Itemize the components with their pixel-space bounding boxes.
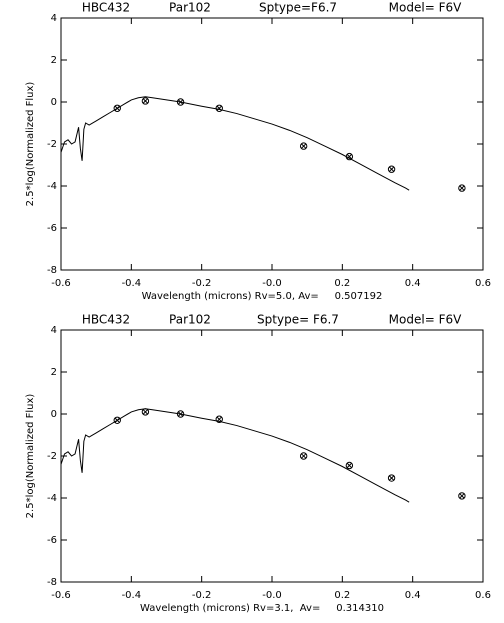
point-cross (301, 453, 307, 459)
y-tick-label: -8 (47, 265, 57, 276)
point-circle (176, 410, 185, 418)
photometry-point (345, 152, 354, 161)
x-tick-label: 0.6 (475, 278, 491, 289)
photometry-point (215, 415, 223, 423)
photometry-point (299, 452, 308, 460)
point-cross (142, 409, 148, 415)
x-tick-label: 0.6 (475, 590, 491, 601)
point-circle (215, 415, 223, 423)
point-circle (215, 104, 223, 113)
photometry-point (458, 184, 466, 192)
photometry-point (299, 142, 308, 150)
point-circle (176, 98, 185, 106)
y-tick-label: -4 (47, 493, 57, 504)
photometry-point (113, 104, 121, 113)
y-tick-label: 0 (51, 409, 57, 420)
spectrum-line (60, 96, 410, 191)
point-cross (178, 99, 184, 105)
point-cross (459, 185, 465, 191)
x-tick-label: -0.0 (262, 590, 282, 601)
point-cross (142, 98, 148, 104)
point-cross (459, 493, 465, 499)
x-tick-label: -0.4 (122, 590, 142, 601)
title-part: Sptype=F6.7 (259, 1, 337, 15)
x-tick-label: -0.4 (122, 278, 142, 289)
y-tick-label: -2 (47, 451, 57, 462)
title-part: Sptype= F6.7 (257, 313, 339, 327)
title-part: HBC432 (82, 313, 130, 327)
photometry-point (215, 104, 223, 113)
photometry-point (113, 416, 121, 424)
title-part: HBC432 (82, 1, 130, 15)
x-tick-label: 0.4 (405, 590, 421, 601)
point-cross (346, 154, 352, 160)
y-axis-label: 2.5*log(Normalized Flux) (25, 82, 36, 207)
plot-frame (60, 329, 484, 583)
x-tick-label: -0.2 (192, 278, 212, 289)
x-axis-label: Wavelength (microns) Rv=3.1, Av= 0.31431… (140, 603, 384, 614)
y-tick-label: 4 (51, 325, 57, 336)
point-cross (216, 416, 222, 422)
y-axis-label: 2.5*log(Normalized Flux) (25, 394, 36, 519)
x-tick-label: -0.6 (51, 278, 71, 289)
point-cross (114, 417, 120, 423)
point-circle (387, 474, 396, 482)
photometry-point (176, 410, 185, 418)
title-part: Model= F6V (389, 313, 462, 327)
y-tick-label: 2 (51, 55, 57, 66)
plot-frame (60, 17, 484, 271)
title-part: Par102 (169, 313, 211, 327)
panel: HBC432 Par102 Sptype=F6.7 Model= F6V -0.6 -0.… (25, 1, 491, 303)
photometry-point (387, 165, 396, 173)
y-tick-label: -6 (47, 535, 57, 546)
point-circle (345, 461, 354, 470)
point-cross (178, 411, 184, 417)
point-circle (458, 184, 466, 192)
photometry-point (141, 408, 150, 416)
title-part: Model= F6V (389, 1, 462, 15)
x-tick-label: -0.2 (192, 590, 212, 601)
point-cross (389, 475, 395, 481)
y-tick-label: 0 (51, 97, 57, 108)
point-circle (299, 452, 308, 460)
point-circle (387, 165, 396, 173)
point-circle (113, 104, 121, 113)
y-tick-label: -8 (47, 577, 57, 588)
x-tick-label: -0.0 (262, 278, 282, 289)
photometry-point (141, 97, 150, 105)
point-circle (141, 408, 150, 416)
x-tick-label: 0.2 (334, 278, 350, 289)
point-cross (216, 105, 222, 111)
x-tick-label: 0.4 (405, 278, 421, 289)
panel: HBC432 Par102 Sptype= F6.7 Model= F6V -0.6 -0… (25, 313, 491, 615)
title-part: Par102 (169, 1, 211, 15)
y-tick-label: 4 (51, 13, 57, 24)
photometry-point (387, 474, 396, 482)
y-tick-label: -2 (47, 139, 57, 150)
point-circle (113, 416, 121, 424)
x-tick-label: 0.2 (334, 590, 350, 601)
y-tick-label: -6 (47, 223, 57, 234)
point-cross (389, 166, 395, 172)
y-tick-label: -4 (47, 181, 57, 192)
spectrum-line (60, 408, 410, 503)
point-circle (345, 152, 354, 161)
point-cross (346, 462, 352, 469)
point-cross (114, 105, 120, 111)
point-circle (141, 97, 150, 105)
photometry-point (345, 461, 354, 470)
x-axis-label: Wavelength (microns) Rv=5.0, Av= 0.50719… (142, 291, 383, 302)
point-circle (299, 142, 308, 150)
point-circle (458, 492, 466, 500)
y-tick-label: 2 (51, 367, 57, 378)
x-tick-label: -0.6 (51, 590, 71, 601)
photometry-point (176, 98, 185, 106)
point-cross (301, 143, 307, 149)
photometry-point (458, 492, 466, 500)
